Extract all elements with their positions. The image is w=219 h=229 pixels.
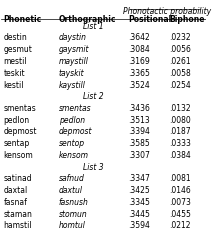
Text: kensom: kensom <box>59 150 89 159</box>
Text: daxtul: daxtul <box>59 185 83 194</box>
Text: smentas: smentas <box>59 104 91 112</box>
Text: List 3: List 3 <box>83 162 104 171</box>
Text: Positional: Positional <box>128 15 171 24</box>
Text: depmost: depmost <box>4 127 37 136</box>
Text: kestil: kestil <box>4 80 24 89</box>
Text: .3594: .3594 <box>128 221 150 229</box>
Text: pedlon: pedlon <box>4 115 30 124</box>
Text: .3169: .3169 <box>128 57 150 66</box>
Text: .3425: .3425 <box>128 185 150 194</box>
Text: Biphone: Biphone <box>169 15 205 24</box>
Text: kensom: kensom <box>4 150 33 159</box>
Text: .0261: .0261 <box>169 57 191 66</box>
Text: safnud: safnud <box>59 174 85 183</box>
Text: .0232: .0232 <box>169 33 191 42</box>
Text: .3394: .3394 <box>128 127 150 136</box>
Text: .0455: .0455 <box>169 209 191 218</box>
Text: .0212: .0212 <box>169 221 191 229</box>
Text: daystin: daystin <box>59 33 87 42</box>
Text: gaysmit: gaysmit <box>59 45 89 54</box>
Text: .3436: .3436 <box>128 104 150 112</box>
Text: gesmut: gesmut <box>4 45 32 54</box>
Text: pedlon: pedlon <box>59 115 85 124</box>
Text: .3445: .3445 <box>128 209 150 218</box>
Text: fasnush: fasnush <box>59 197 88 206</box>
Text: List 1: List 1 <box>83 22 104 31</box>
Text: .3642: .3642 <box>128 33 150 42</box>
Text: .0081: .0081 <box>169 174 191 183</box>
Text: satinad: satinad <box>4 174 32 183</box>
Text: tayskit: tayskit <box>59 69 84 78</box>
Text: destin: destin <box>4 33 27 42</box>
Text: .3347: .3347 <box>128 174 150 183</box>
Text: .3307: .3307 <box>128 150 150 159</box>
Text: .3084: .3084 <box>128 45 150 54</box>
Text: .3585: .3585 <box>128 139 150 148</box>
Text: .0146: .0146 <box>169 185 191 194</box>
Text: .3345: .3345 <box>128 197 150 206</box>
Text: sentap: sentap <box>4 139 30 148</box>
Text: depmost: depmost <box>59 127 92 136</box>
Text: .0333: .0333 <box>169 139 191 148</box>
Text: fasnaf: fasnaf <box>4 197 27 206</box>
Text: teskit: teskit <box>4 69 25 78</box>
Text: Orthographic: Orthographic <box>59 15 116 24</box>
Text: List 2: List 2 <box>83 92 104 101</box>
Text: .0056: .0056 <box>169 45 191 54</box>
Text: .0080: .0080 <box>169 115 191 124</box>
Text: .0187: .0187 <box>169 127 191 136</box>
Text: sentop: sentop <box>59 139 85 148</box>
Text: .3365: .3365 <box>128 69 150 78</box>
Text: mestil: mestil <box>4 57 27 66</box>
Text: .0254: .0254 <box>169 80 191 89</box>
Text: .3524: .3524 <box>128 80 150 89</box>
Text: .3513: .3513 <box>128 115 150 124</box>
Text: smentas: smentas <box>4 104 36 112</box>
Text: homtul: homtul <box>59 221 85 229</box>
Text: daxtal: daxtal <box>4 185 28 194</box>
Text: .0073: .0073 <box>169 197 191 206</box>
Text: stomun: stomun <box>59 209 87 218</box>
Text: .0132: .0132 <box>169 104 191 112</box>
Text: maystill: maystill <box>59 57 88 66</box>
Text: Phonetic: Phonetic <box>4 15 42 24</box>
Text: kaystill: kaystill <box>59 80 85 89</box>
Text: .0384: .0384 <box>169 150 191 159</box>
Text: Phonotactic probability: Phonotactic probability <box>123 7 211 16</box>
Text: .0058: .0058 <box>169 69 191 78</box>
Text: hamstil: hamstil <box>4 221 32 229</box>
Text: staman: staman <box>4 209 32 218</box>
